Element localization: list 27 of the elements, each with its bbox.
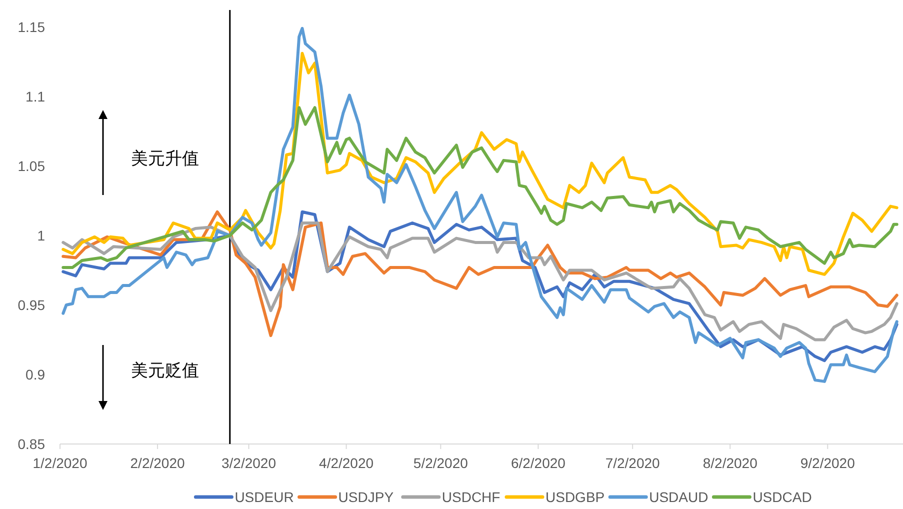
legend-label: USDGBP <box>546 489 605 505</box>
legend-label: USDCAD <box>752 489 812 505</box>
y-tick-label: 0.9 <box>26 366 46 382</box>
x-tick-label: 1/2/2020 <box>32 455 88 471</box>
annotation: 美元贬值 <box>131 361 199 380</box>
y-tick-label: 0.85 <box>18 436 46 452</box>
x-tick-label: 9/2/2020 <box>800 455 856 471</box>
y-tick-label: 0.95 <box>18 297 46 313</box>
y-tick-label: 1.05 <box>18 158 46 174</box>
x-tick-label: 4/2/2020 <box>319 455 374 471</box>
x-tick-label: 6/2/2020 <box>510 455 566 471</box>
line-series <box>62 106 898 269</box>
legend-label: USDAUD <box>649 489 708 505</box>
annotation: 美元升值 <box>131 149 199 168</box>
x-tick-label: 8/2/2020 <box>702 455 758 471</box>
legend-label: USDCHF <box>442 489 500 505</box>
y-tick-label: 1 <box>37 228 46 244</box>
x-tick-label: 5/2/2020 <box>413 455 468 471</box>
y-tick-label: 1.15 <box>18 19 46 35</box>
legend-label: USDEUR <box>234 489 294 505</box>
x-tick-label: 7/2/2020 <box>605 455 660 471</box>
line-series <box>62 52 898 276</box>
line-series <box>62 26 898 383</box>
legend-label: USDJPY <box>338 489 394 505</box>
x-tick-label: 3/2/2020 <box>222 455 276 471</box>
y-tick-label: 1.1 <box>26 88 46 104</box>
x-tick-label: 2/2/2020 <box>130 455 185 471</box>
